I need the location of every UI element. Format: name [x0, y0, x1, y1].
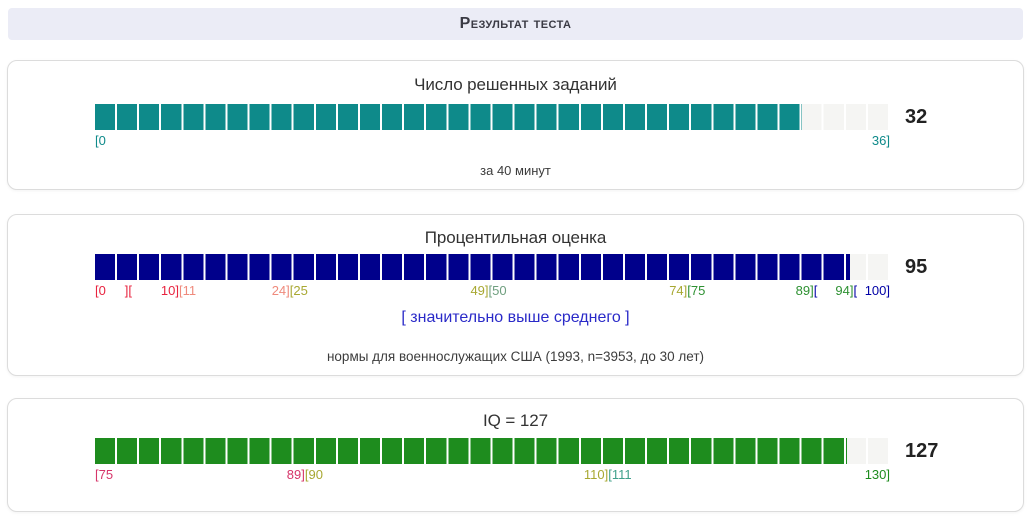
scale-label: 89][90 — [287, 467, 323, 483]
scale-label: ][ — [125, 283, 132, 299]
gauge-value: 95 — [905, 256, 928, 278]
gauge-bar — [95, 104, 890, 130]
footnote-text: нормы для военнослужащих США (1993, n=39… — [326, 349, 705, 364]
scale-label-part: [75 — [687, 283, 706, 298]
gauge-bar — [95, 254, 890, 280]
panel-title: Процентильная оценка — [424, 228, 607, 247]
page-header: Результат теста — [8, 8, 1023, 40]
scale-label-part: [ — [853, 283, 858, 298]
scale-label: 10][11 — [161, 283, 196, 299]
gauge-value: 127 — [905, 440, 939, 462]
page-title: Результат теста — [459, 15, 572, 32]
scale-label: 36] — [872, 133, 890, 149]
scale-label-part: 130] — [864, 467, 890, 482]
panel-title: IQ = 127 — [483, 411, 548, 430]
scale-label: 130] — [865, 467, 890, 483]
scale-label-part: 24] — [271, 283, 290, 298]
scale-label: [75 — [95, 467, 113, 483]
scale-label: 94][ — [835, 283, 857, 299]
scale-label-part: 89] — [286, 467, 305, 482]
scale-label-part: 49] — [470, 283, 489, 298]
scale-label-part: [111 — [608, 467, 632, 482]
scale-label-part: [0 — [95, 283, 106, 298]
panel-title: Число решенных заданий — [414, 75, 617, 94]
scale-label-part: [0 — [95, 133, 106, 148]
verdict-text: [ значительно выше среднего ] — [401, 309, 630, 326]
scale-label: 49][50 — [470, 283, 506, 299]
gauge-bar-segments — [95, 104, 890, 130]
scale-label-part: [25 — [289, 283, 308, 298]
scale-label: 100] — [865, 283, 890, 299]
scale-label-part: 110] — [583, 467, 609, 482]
scale-label: 24][25 — [272, 283, 308, 299]
scale-label: 74][75 — [669, 283, 705, 299]
footnote-text: за 40 минут — [480, 163, 551, 178]
scale-label-part: 36] — [871, 133, 890, 148]
scale-label-part: 89] — [795, 283, 814, 298]
gauge-bar-segments — [95, 438, 890, 464]
gauge-scale: [75 89][90 110][111 130] — [95, 467, 890, 483]
result-panel-tasks: Число решенных заданий 32 [0 36] за 40 ми… — [7, 60, 1024, 190]
scale-label-part: 74] — [669, 283, 688, 298]
scale-label-part: [90 — [304, 467, 323, 482]
result-panel-percentile: Процентильная оценка 95 [0 ][ 10][11 24][25… — [7, 214, 1024, 376]
result-panel-iq: IQ = 127 127 [75 89][90 110][111 130] — [7, 398, 1024, 512]
scale-label-part: [75 — [95, 467, 114, 482]
scale-label: [0 — [95, 133, 106, 149]
gauge-bar-segments — [95, 254, 890, 280]
scale-label-part: ][ — [124, 283, 132, 298]
scale-label: 110][111 — [584, 467, 632, 483]
scale-label-part: [11 — [178, 283, 197, 298]
scale-label-part: 100] — [864, 283, 890, 298]
scale-label: [0 — [95, 283, 106, 299]
scale-label-part: [ — [813, 283, 818, 298]
gauge-scale: [0 36] — [95, 133, 890, 149]
scale-label: 89][ — [796, 283, 818, 299]
scale-label-part: 94] — [835, 283, 854, 298]
gauge-bar — [95, 438, 890, 464]
gauge-scale: [0][10][11 24][25 49][50 74][75 89][94][100] — [95, 283, 890, 299]
scale-label-part: 10] — [160, 283, 179, 298]
scale-label-part: [50 — [488, 283, 507, 298]
gauge-value: 32 — [905, 106, 928, 128]
